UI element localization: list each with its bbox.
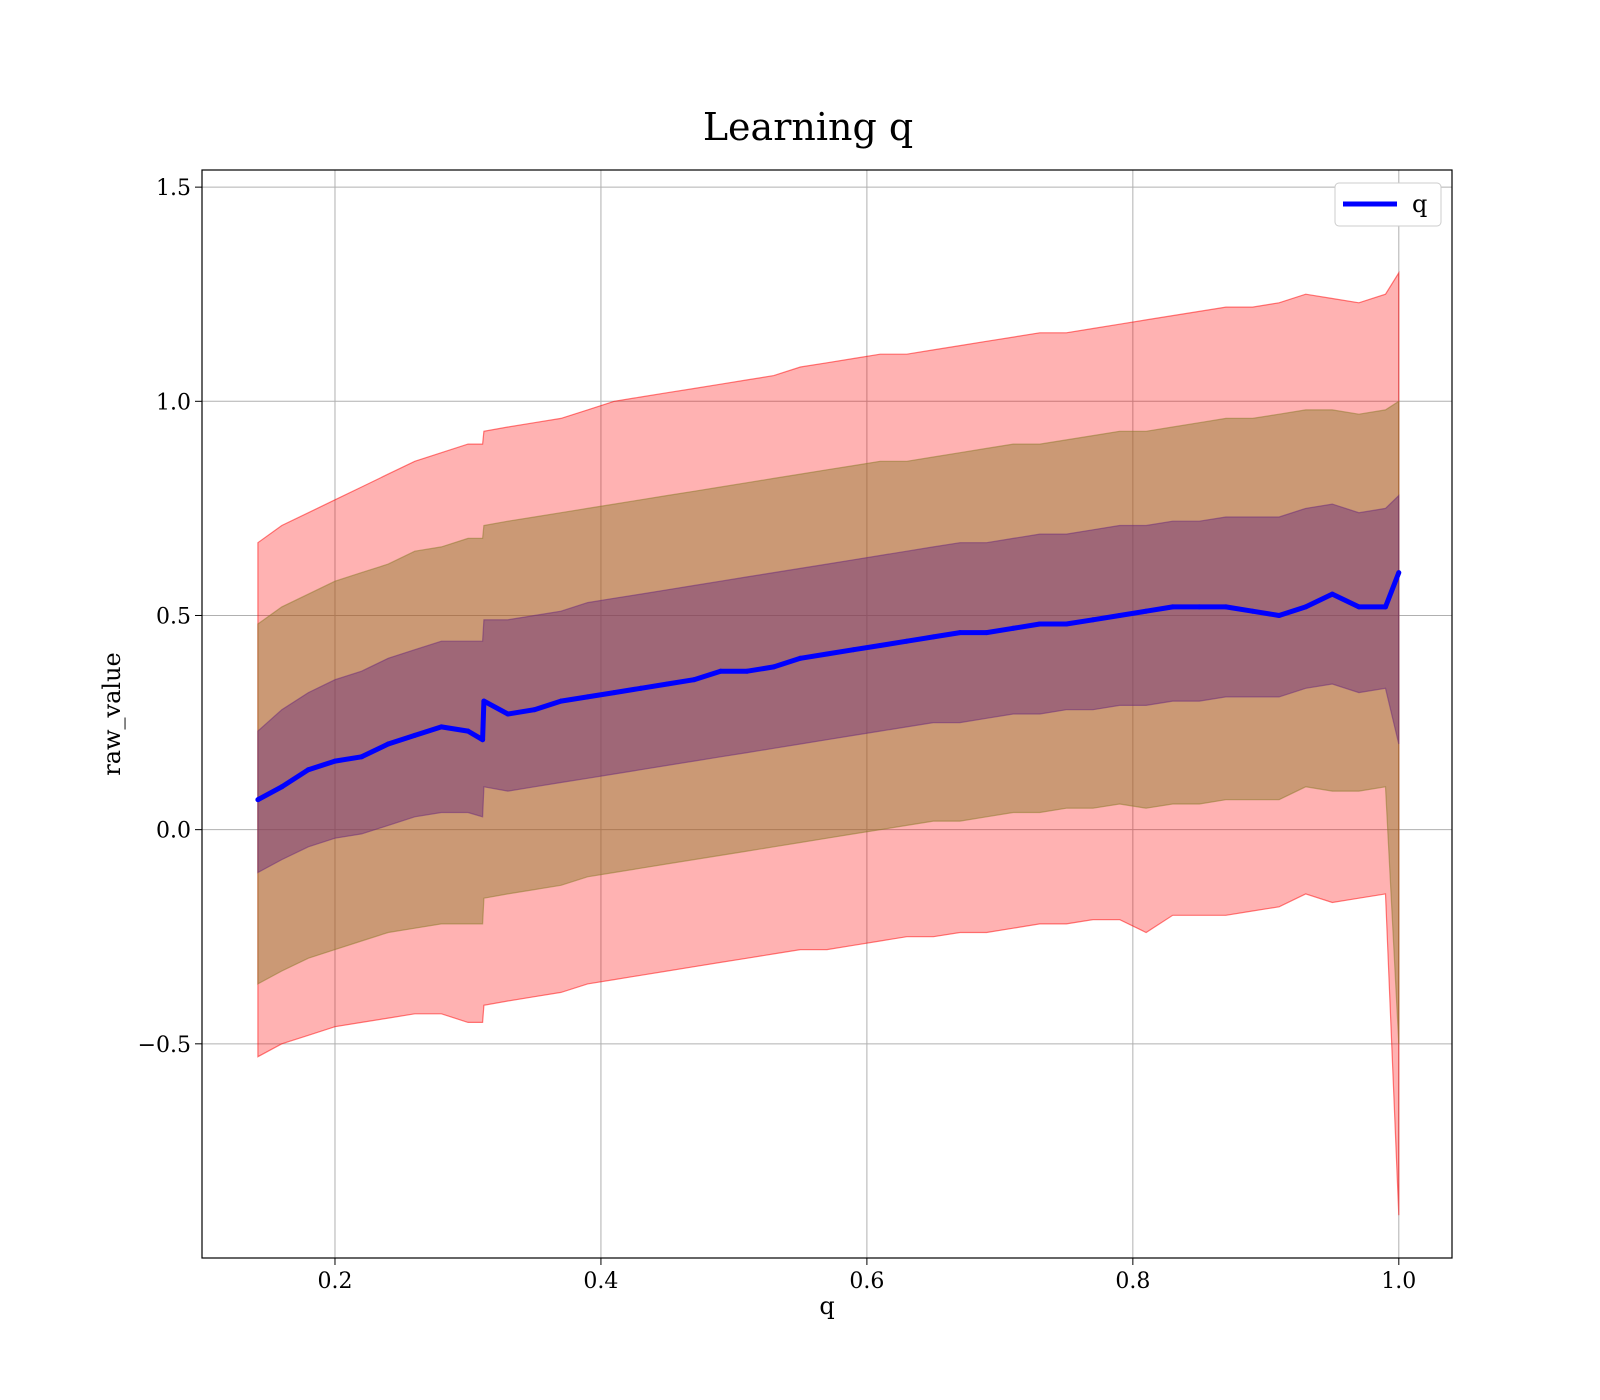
y-tick-label: 1.0 (156, 390, 191, 415)
series-point-q (851, 647, 857, 653)
series-point-q (957, 630, 963, 636)
series-point-q (1223, 604, 1229, 610)
series-point-q (585, 694, 591, 700)
series-point-q (638, 685, 644, 691)
series-point-q (1356, 604, 1362, 610)
series-point-q (332, 758, 338, 764)
series-point-q (611, 690, 617, 696)
series-point-q (1396, 570, 1402, 576)
middle-band (257, 400, 1400, 1044)
x-tick-label: 0.8 (1115, 1269, 1150, 1294)
series-point-q (558, 698, 564, 704)
inner-band (257, 494, 1400, 874)
series-point-q (797, 655, 803, 661)
series-point-q (904, 638, 910, 644)
y-tick-label: 0.0 (156, 819, 191, 844)
x-tick-label: 1.0 (1381, 1269, 1416, 1294)
series-point-q (480, 737, 486, 743)
series-point-q (1037, 621, 1043, 627)
series-point-q (1063, 621, 1069, 627)
series-point-q (255, 797, 261, 803)
series-point-q (771, 664, 777, 670)
series-point-q (718, 668, 724, 674)
series-point-q (744, 668, 750, 674)
y-tick-label: 0.5 (156, 604, 191, 629)
y-axis-label: raw_value (98, 652, 126, 776)
series-point-q (412, 732, 418, 738)
y-axis-ticks: −0.5 0.0 0.5 1.0 1.5 (138, 176, 202, 1058)
x-tick-label: 0.4 (583, 1269, 618, 1294)
y-tick-label: −0.5 (138, 1033, 191, 1058)
series-point-q (531, 707, 537, 713)
series-point-q (1143, 608, 1149, 614)
chart-title: Learning q (703, 105, 913, 149)
series-point-q (1276, 613, 1282, 618)
series-point-q (984, 630, 990, 636)
series-point-q (877, 643, 883, 648)
y-tick-label: 1.5 (156, 176, 191, 201)
series-point-q (305, 767, 311, 773)
series-line-q (256, 571, 1402, 802)
series-point-q (505, 711, 511, 717)
series-point-q (691, 677, 697, 683)
series-point-q (1170, 604, 1176, 610)
series-point-q (438, 724, 444, 730)
series-point-q (279, 784, 285, 790)
spread-bands (257, 270, 1400, 1216)
mean-line-group (255, 570, 1402, 803)
series-point-q (824, 651, 830, 657)
series-point-q (465, 728, 471, 734)
series-point-q (481, 698, 487, 704)
legend: q (1334, 182, 1442, 227)
series-point-q (930, 634, 936, 640)
series-point-q (1010, 625, 1016, 631)
series-point-q (1090, 617, 1096, 623)
x-axis-label: q (819, 1292, 834, 1320)
x-axis-ticks: 0.2 0.4 0.6 0.8 1.0 (317, 1258, 1416, 1294)
plot-frame (201, 169, 1453, 1259)
series-point-q (1303, 604, 1309, 610)
outer-band (257, 270, 1400, 1216)
series-point-q (1383, 604, 1388, 610)
series-point-q (385, 741, 391, 747)
series-point-q (1329, 591, 1335, 597)
legend-label-q: q (1412, 190, 1427, 218)
x-tick-label: 0.2 (317, 1269, 352, 1294)
series-point-q (664, 681, 670, 687)
series-point-q (1117, 613, 1123, 618)
series-point-q (1250, 608, 1255, 614)
x-tick-label: 0.6 (849, 1269, 884, 1294)
series-point-q (359, 754, 365, 760)
series-point-q (1196, 604, 1202, 610)
